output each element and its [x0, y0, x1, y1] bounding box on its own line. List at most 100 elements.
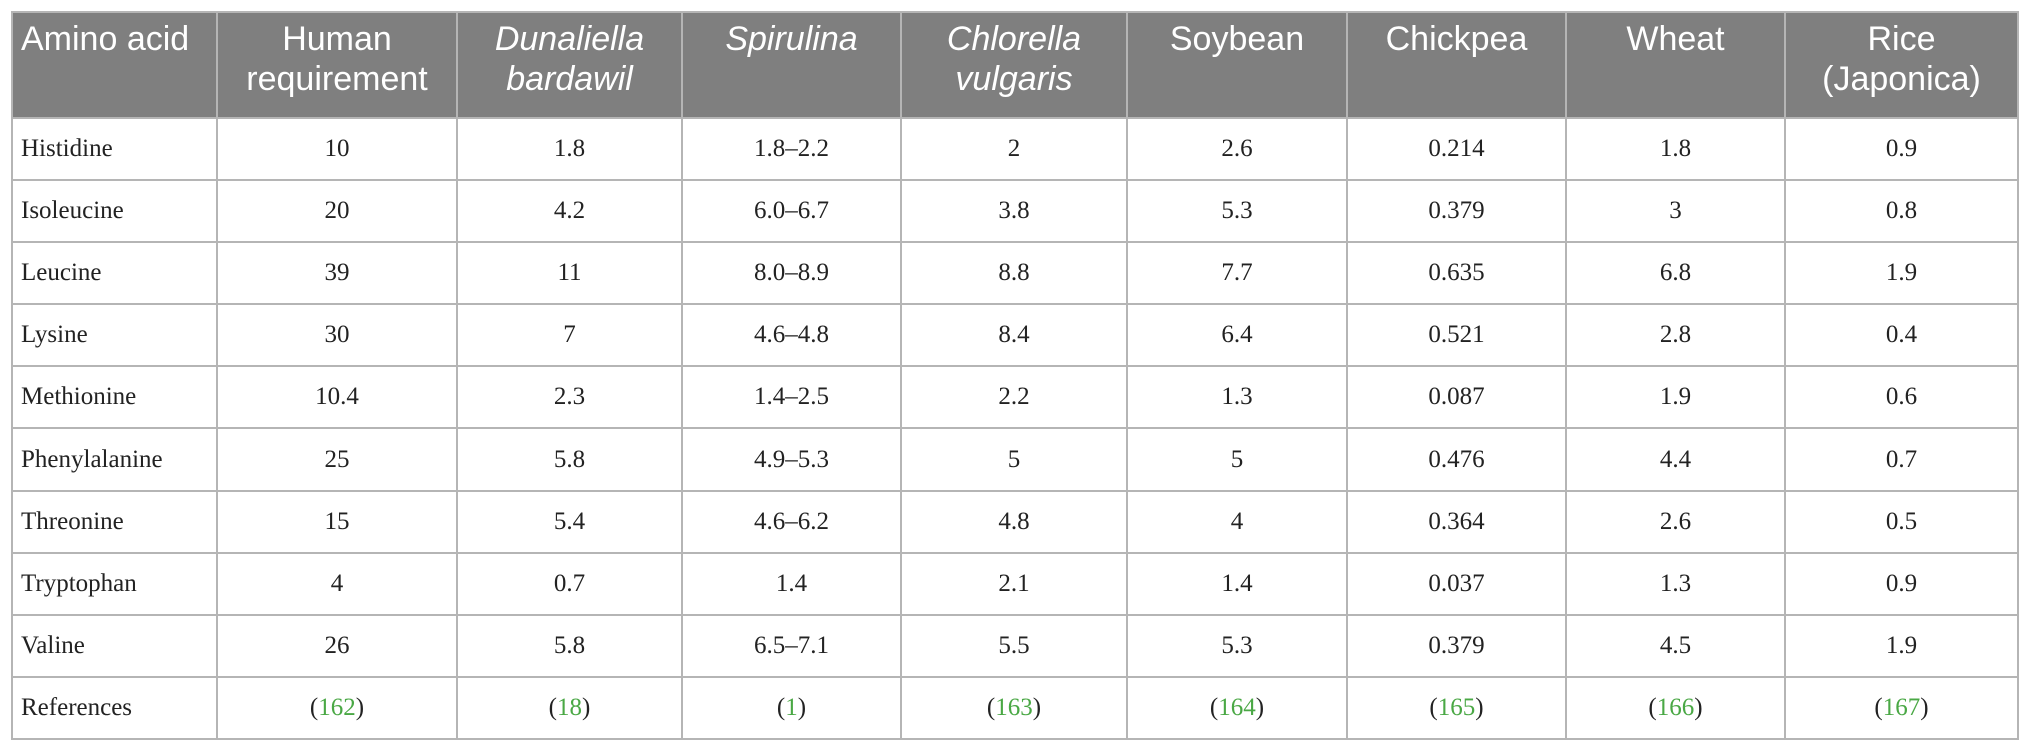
value-cell: 7.7	[1126, 241, 1348, 306]
value-cell: 0.037	[1346, 551, 1567, 616]
amino-acid-table: Amino acid Human requirement Dunaliella …	[11, 11, 2019, 741]
value-cell: 0.379	[1346, 613, 1567, 678]
amino-acid-name-cell: Threonine	[11, 489, 218, 554]
reference-link[interactable]: 18	[557, 693, 582, 721]
value-cell: 10.4	[216, 365, 458, 430]
value-cell: 5.3	[1126, 179, 1348, 244]
open-paren: (	[986, 693, 996, 721]
reference-cell: (18)	[456, 675, 683, 741]
value-cell: 0.7	[1784, 427, 2019, 492]
amino-acid-name-cell: Lysine	[11, 303, 218, 368]
value-cell: 8.0–8.9	[681, 241, 902, 306]
value-cell: 0.4	[1784, 303, 2019, 368]
reference-link[interactable]: 166	[1656, 693, 1695, 721]
value-cell: 3.8	[900, 179, 1128, 244]
value-cell: 0.5	[1784, 489, 2019, 554]
close-paren: )	[1694, 693, 1703, 721]
open-paren: (	[776, 693, 786, 721]
reference-link[interactable]: 164	[1218, 693, 1256, 721]
value-cell: 6.4	[1126, 303, 1348, 368]
value-cell: 5.4	[456, 489, 683, 554]
reference-link[interactable]: 163	[995, 693, 1033, 721]
table-row: Isoleucine 20 4.2 6.0–6.7 3.8 5.3 0.379 3 0.8	[11, 179, 2019, 244]
value-cell: 26	[216, 613, 458, 678]
reference-cell: (164)	[1126, 675, 1348, 741]
value-cell: 4.9–5.3	[681, 427, 902, 492]
reference-cell: (1)	[681, 675, 902, 741]
amino-acid-name-cell: Methionine	[11, 365, 218, 430]
reference-cell: (165)	[1346, 675, 1567, 741]
reference-link[interactable]: 162	[318, 693, 356, 721]
value-cell: 7	[456, 303, 683, 368]
header-chlorella-vulgaris: Chlorella vulgaris	[900, 11, 1128, 119]
open-paren: (	[548, 693, 557, 721]
value-cell: 0.521	[1346, 303, 1567, 368]
reference-cell: (162)	[216, 675, 458, 741]
header-row: Amino acid Human requirement Dunaliella …	[11, 11, 2019, 119]
value-cell: 0.8	[1784, 179, 2019, 244]
value-cell: 6.8	[1565, 241, 1786, 306]
value-cell: 5.8	[456, 613, 683, 678]
open-paren: (	[1209, 693, 1219, 721]
header-soybean: Soybean	[1126, 11, 1348, 119]
close-paren: )	[582, 693, 591, 721]
value-cell: 1.8–2.2	[681, 116, 902, 182]
amino-acid-name-cell: Tryptophan	[11, 551, 218, 616]
value-cell: 4.4	[1565, 427, 1786, 492]
table-body: Histidine 10 1.8 1.8–2.2 2 2.6 0.214 1.8 0.9 Isol…	[11, 116, 2019, 741]
value-cell: 4.2	[456, 179, 683, 244]
value-cell: 1.4–2.5	[681, 365, 902, 430]
table-row: Methionine 10.4 2.3 1.4–2.5 2.2 1.3 0.087 1.9 0.…	[11, 365, 2019, 430]
value-cell: 10	[216, 116, 458, 182]
value-cell: 2	[900, 116, 1128, 182]
value-cell: 2.2	[900, 365, 1128, 430]
value-cell: 0.087	[1346, 365, 1567, 430]
value-cell: 1.4	[681, 551, 902, 616]
value-cell: 4	[216, 551, 458, 616]
references-row: References (162) (18) (1) (163) (164) (165) (16…	[11, 675, 2019, 741]
table-row: Leucine 39 11 8.0–8.9 8.8 7.7 0.635 6.8 1.9	[11, 241, 2019, 306]
value-cell: 11	[456, 241, 683, 306]
reference-link[interactable]: 165	[1437, 693, 1476, 721]
value-cell: 6.0–6.7	[681, 179, 902, 244]
value-cell: 5.8	[456, 427, 683, 492]
header-human-requirement: Human requirement	[216, 11, 458, 119]
value-cell: 1.9	[1784, 241, 2019, 306]
value-cell: 0.7	[456, 551, 683, 616]
value-cell: 4	[1126, 489, 1348, 554]
close-paren: )	[1255, 693, 1265, 721]
value-cell: 20	[216, 179, 458, 244]
value-cell: 5.5	[900, 613, 1128, 678]
value-cell: 2.8	[1565, 303, 1786, 368]
table-row: Valine 26 5.8 6.5–7.1 5.5 5.3 0.379 4.5 1.9	[11, 613, 2019, 678]
value-cell: 2.1	[900, 551, 1128, 616]
value-cell: 1.3	[1565, 551, 1786, 616]
value-cell: 1.9	[1565, 365, 1786, 430]
value-cell: 4.6–4.8	[681, 303, 902, 368]
amino-acid-name-cell: Leucine	[11, 241, 218, 306]
reference-link[interactable]: 167	[1882, 693, 1921, 721]
value-cell: 1.3	[1126, 365, 1348, 430]
reference-link[interactable]: 1	[785, 693, 798, 721]
value-cell: 0.214	[1346, 116, 1567, 182]
value-cell: 2.6	[1565, 489, 1786, 554]
table-header: Amino acid Human requirement Dunaliella …	[11, 11, 2019, 119]
open-paren: (	[1648, 693, 1657, 721]
table-row: Lysine 30 7 4.6–4.8 8.4 6.4 0.521 2.8 0.4	[11, 303, 2019, 368]
value-cell: 0.476	[1346, 427, 1567, 492]
value-cell: 25	[216, 427, 458, 492]
header-amino-acid: Amino acid	[11, 11, 218, 119]
value-cell: 2.6	[1126, 116, 1348, 182]
value-cell: 0.6	[1784, 365, 2019, 430]
table-row: Histidine 10 1.8 1.8–2.2 2 2.6 0.214 1.8 0.9	[11, 116, 2019, 182]
amino-acid-name-cell: Valine	[11, 613, 218, 678]
value-cell: 39	[216, 241, 458, 306]
close-paren: )	[1032, 693, 1042, 721]
value-cell: 5	[900, 427, 1128, 492]
value-cell: 8.4	[900, 303, 1128, 368]
value-cell: 6.5–7.1	[681, 613, 902, 678]
reference-cell: (166)	[1565, 675, 1786, 741]
value-cell: 1.9	[1784, 613, 2019, 678]
value-cell: 1.4	[1126, 551, 1348, 616]
value-cell: 8.8	[900, 241, 1128, 306]
